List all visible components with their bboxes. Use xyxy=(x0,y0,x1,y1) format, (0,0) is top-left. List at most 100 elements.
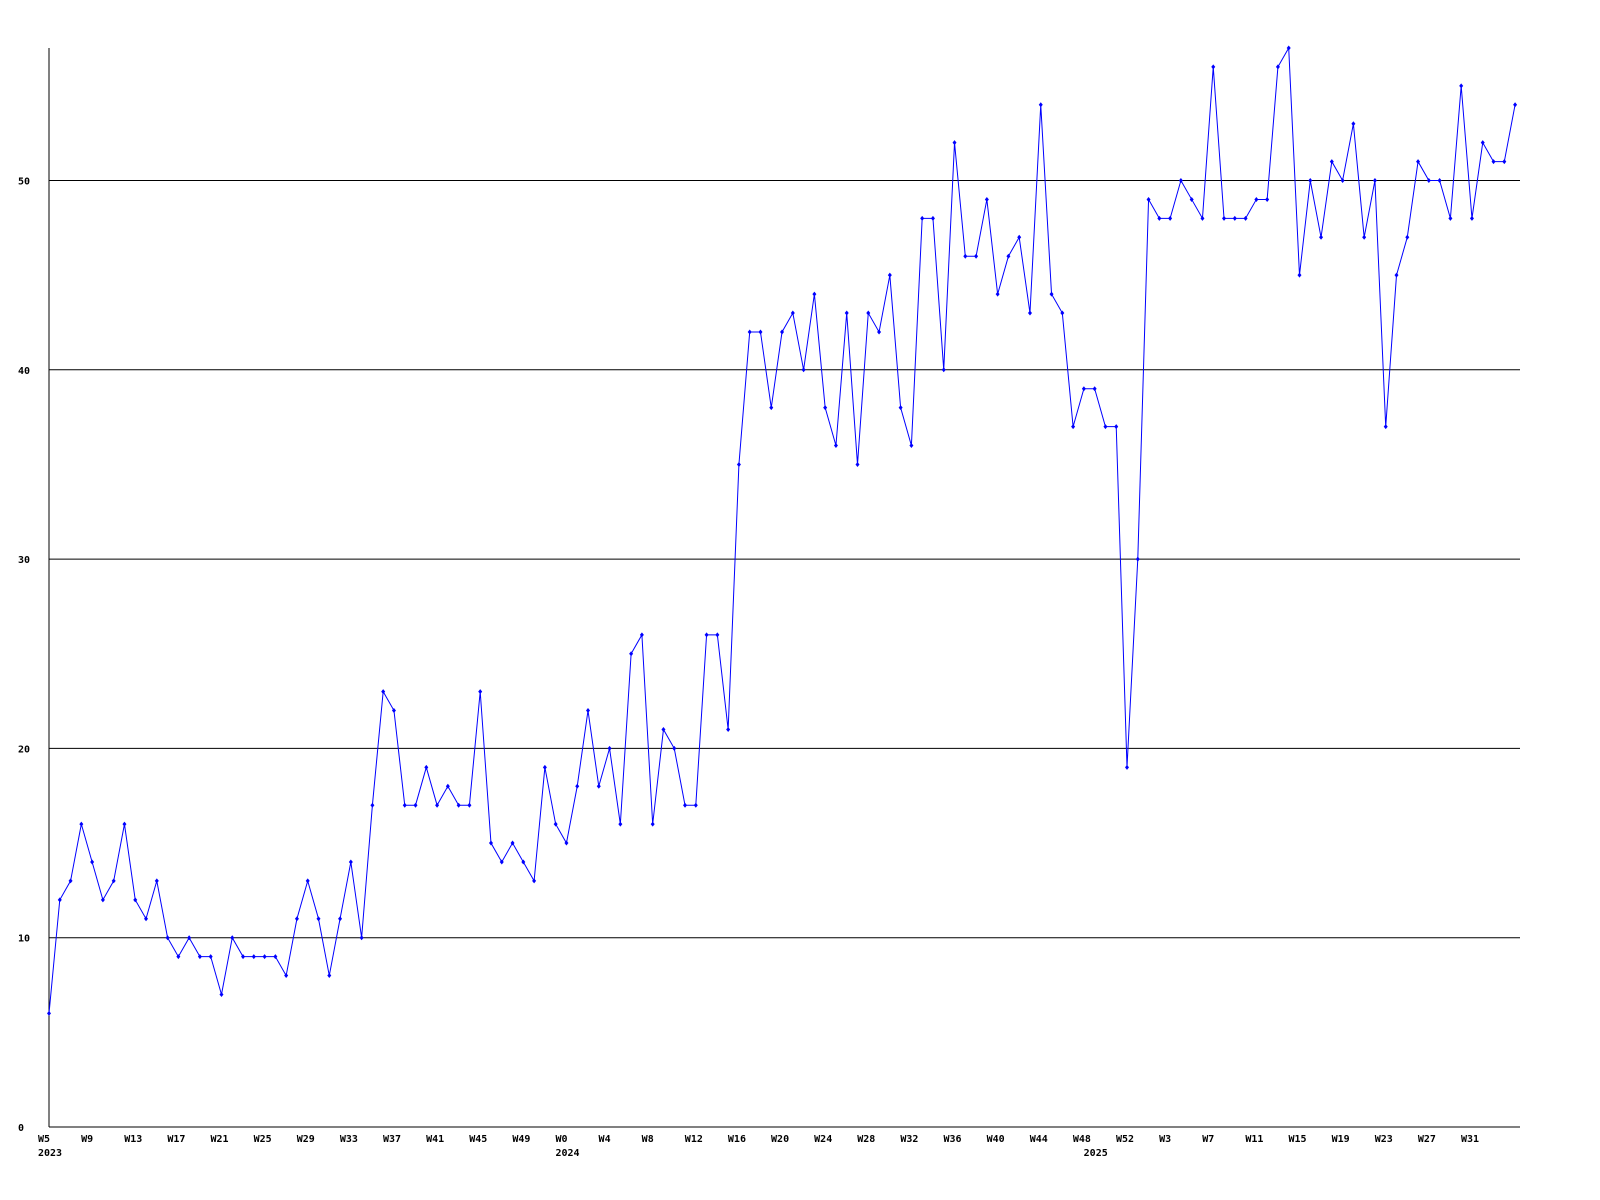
x-tick-label: W25 xyxy=(254,1134,272,1145)
point xyxy=(90,859,95,865)
x-tick-label: W20 xyxy=(771,1134,789,1145)
point xyxy=(1265,196,1270,202)
point xyxy=(1437,178,1442,184)
point xyxy=(1092,386,1097,392)
point xyxy=(672,745,677,751)
point xyxy=(1027,310,1032,316)
point xyxy=(1383,424,1388,430)
point xyxy=(1232,215,1237,221)
point xyxy=(1469,215,1474,221)
point xyxy=(790,310,795,316)
y-tick-label: 0 xyxy=(18,1123,24,1134)
point xyxy=(294,916,299,922)
point xyxy=(197,954,202,960)
point xyxy=(639,632,644,638)
point xyxy=(1157,215,1162,221)
point xyxy=(844,310,849,316)
point xyxy=(1178,178,1183,184)
point xyxy=(316,916,321,922)
point xyxy=(564,840,569,846)
point xyxy=(532,878,537,884)
y-tick-label: 40 xyxy=(18,366,30,377)
x-tick-label: W19 xyxy=(1332,1134,1350,1145)
point xyxy=(909,443,914,449)
point xyxy=(1308,178,1313,184)
point xyxy=(478,689,483,695)
point xyxy=(1017,234,1022,240)
point xyxy=(488,840,493,846)
point xyxy=(111,878,116,884)
point xyxy=(1426,178,1431,184)
point xyxy=(715,632,720,638)
point xyxy=(930,215,935,221)
point xyxy=(758,329,763,335)
point xyxy=(542,764,547,770)
point xyxy=(1416,159,1421,165)
point xyxy=(521,859,526,865)
point xyxy=(877,329,882,335)
point xyxy=(618,821,623,827)
point xyxy=(1168,215,1173,221)
point xyxy=(1243,215,1248,221)
point xyxy=(1405,234,1410,240)
point xyxy=(586,708,590,714)
point xyxy=(823,405,828,411)
point xyxy=(219,991,224,997)
x-tick-label: W12 xyxy=(685,1134,703,1145)
point xyxy=(381,689,386,695)
point xyxy=(1513,102,1518,108)
point xyxy=(424,764,429,770)
point xyxy=(974,253,979,259)
x-tick-label: W41 xyxy=(426,1134,444,1145)
point xyxy=(1081,386,1086,392)
point xyxy=(251,954,256,960)
point xyxy=(1060,310,1065,316)
x-tick-label: W21 xyxy=(210,1134,228,1145)
point xyxy=(1038,102,1043,108)
point xyxy=(596,783,601,789)
x-year-label: 2024 xyxy=(555,1148,579,1159)
x-tick-label: W29 xyxy=(297,1134,315,1145)
point xyxy=(133,897,138,903)
point xyxy=(208,954,213,960)
x-tick-label: W48 xyxy=(1073,1134,1091,1145)
point xyxy=(1394,272,1399,278)
x-tick-label: W9 xyxy=(81,1134,93,1145)
point xyxy=(456,802,461,808)
point xyxy=(391,708,396,714)
point xyxy=(284,973,289,979)
point xyxy=(780,329,785,335)
point xyxy=(833,443,838,449)
point xyxy=(1222,215,1227,221)
x-year-label: 2023 xyxy=(38,1148,62,1159)
point xyxy=(1491,159,1496,165)
x-tick-label: W17 xyxy=(167,1134,185,1145)
point xyxy=(801,367,806,373)
point xyxy=(887,272,892,278)
point xyxy=(963,253,968,259)
point xyxy=(154,878,159,884)
x-tick-label: W32 xyxy=(900,1134,918,1145)
x-tick-label: W36 xyxy=(944,1134,962,1145)
point xyxy=(1286,45,1291,51)
point xyxy=(445,783,450,789)
x-tick-label: W49 xyxy=(512,1134,530,1145)
point xyxy=(273,954,278,960)
point xyxy=(1189,196,1194,202)
point xyxy=(1006,253,1011,259)
point xyxy=(122,821,127,827)
point xyxy=(359,935,364,941)
point xyxy=(1103,424,1108,430)
x-year-label: 2025 xyxy=(1084,1148,1108,1159)
point xyxy=(370,802,375,808)
point xyxy=(1071,424,1076,430)
point xyxy=(165,935,170,941)
point xyxy=(1502,159,1507,165)
point xyxy=(1372,178,1377,184)
point xyxy=(348,859,353,865)
point xyxy=(1254,196,1259,202)
x-tick-label: W7 xyxy=(1202,1134,1214,1145)
y-tick-label: 50 xyxy=(18,177,30,188)
x-tick-label: W31 xyxy=(1461,1134,1479,1145)
